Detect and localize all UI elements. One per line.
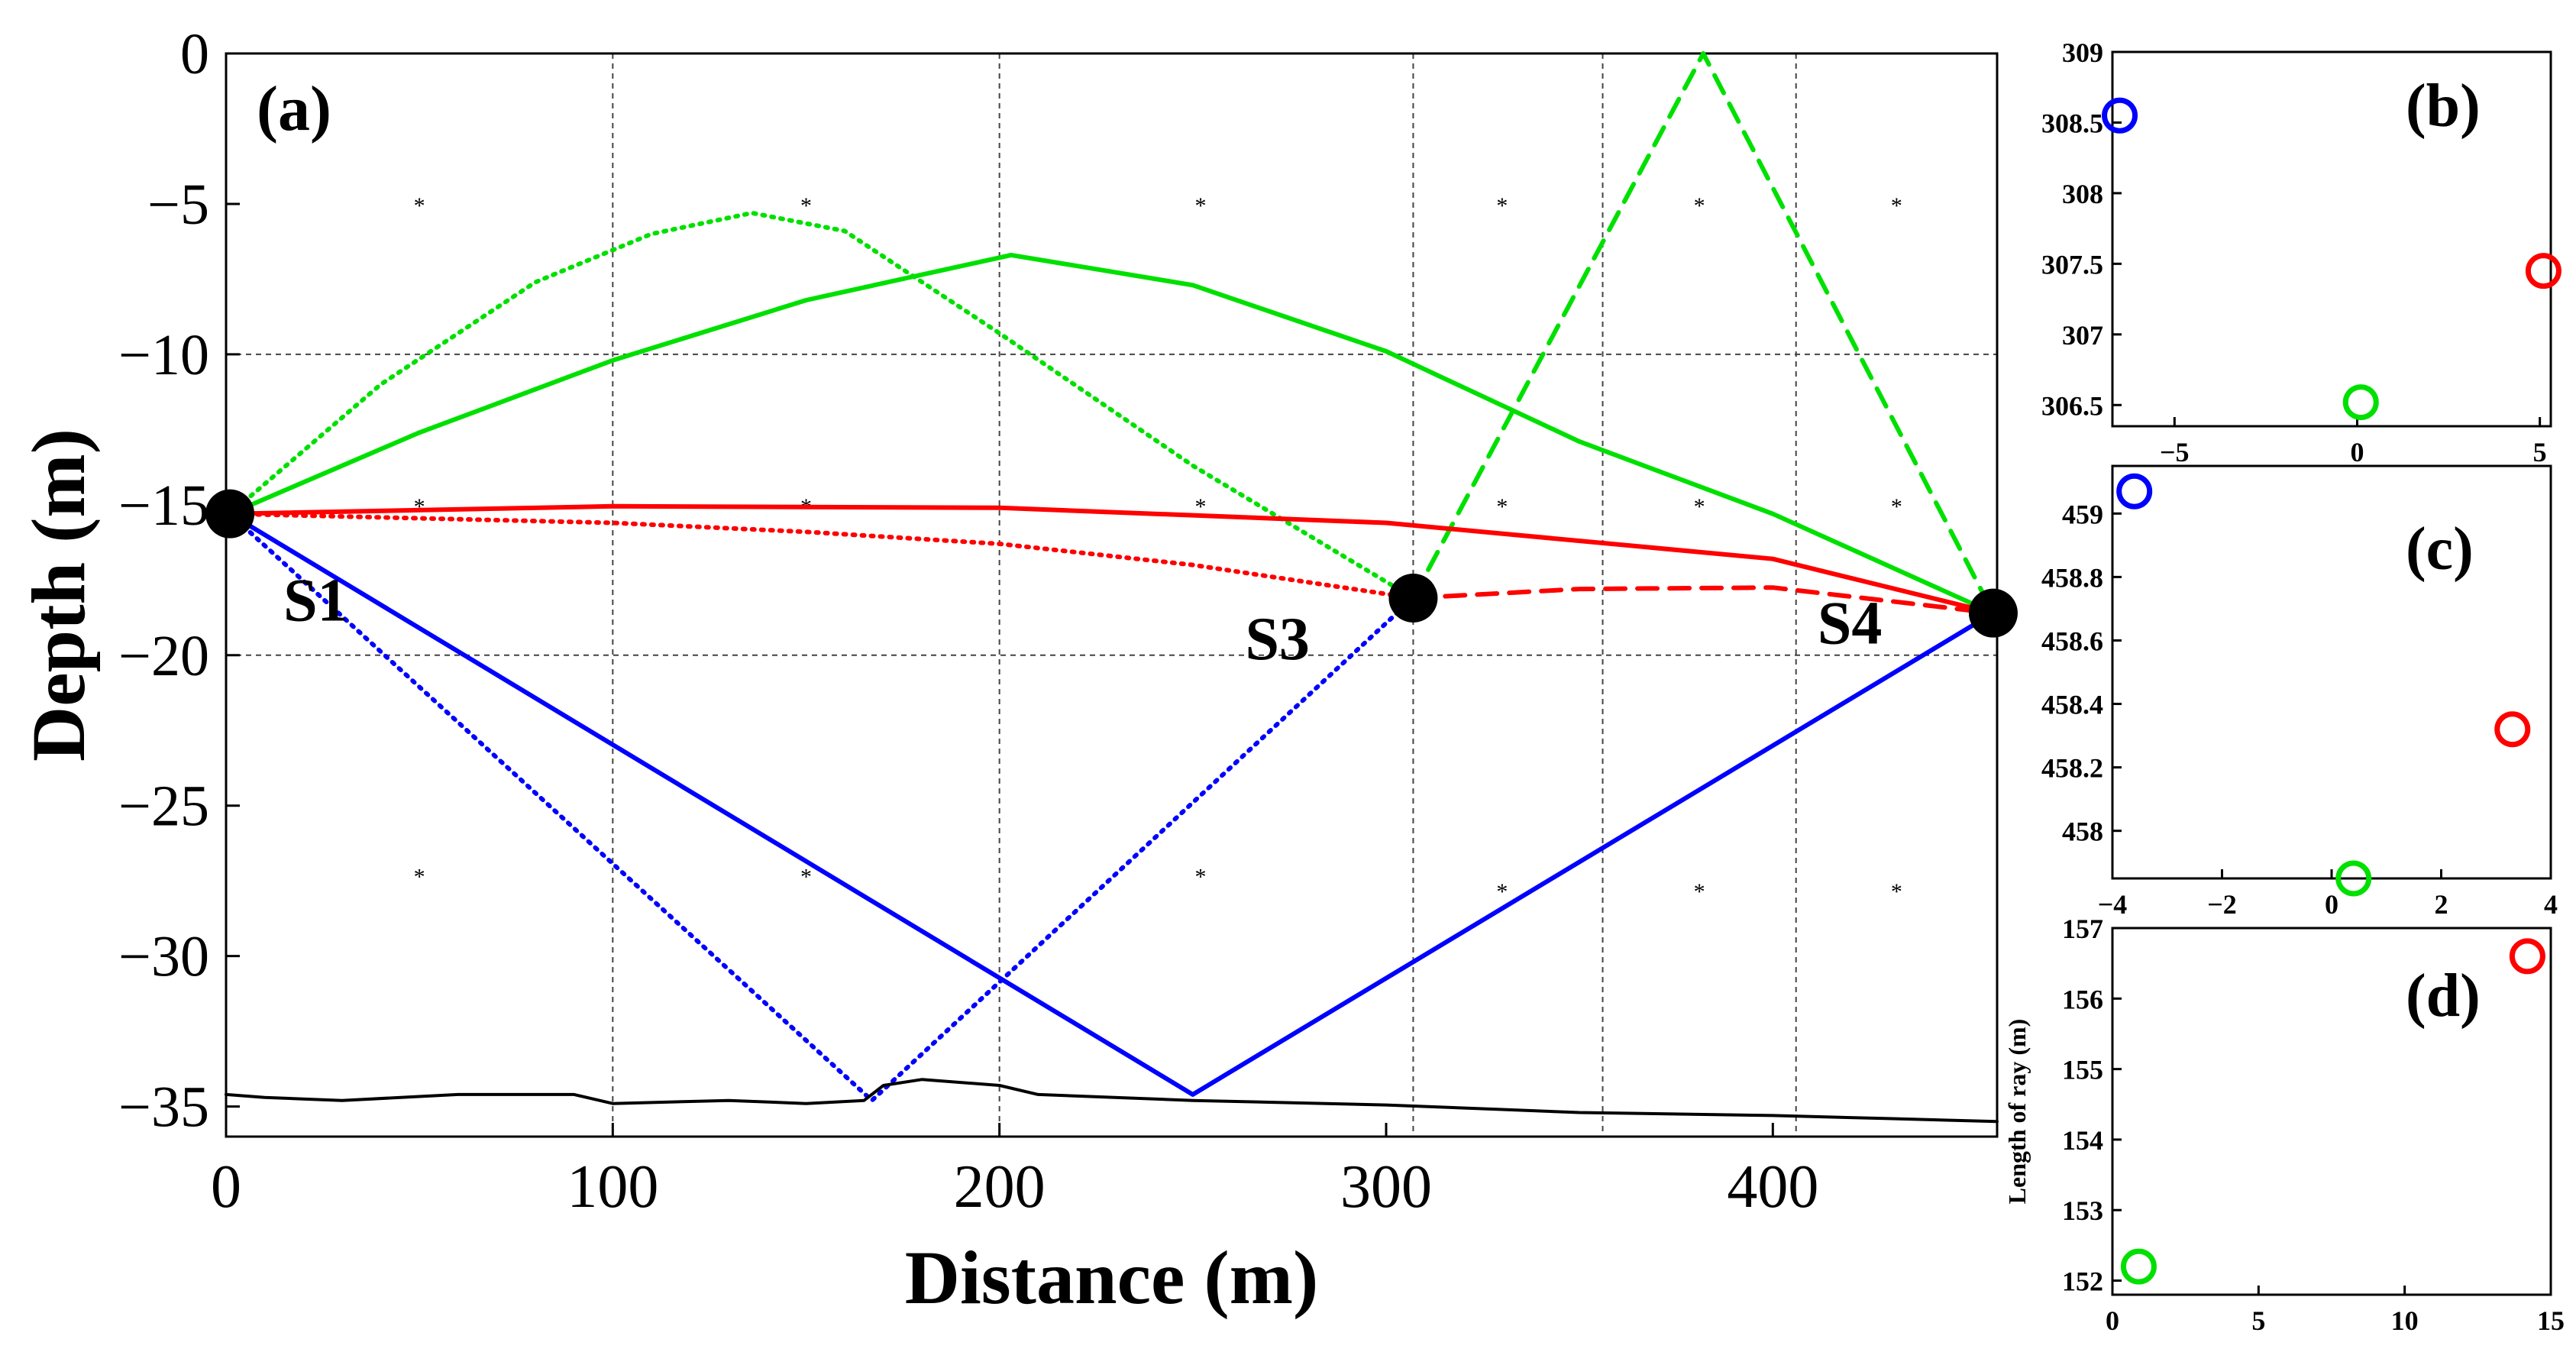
scatter-point-blue bbox=[2116, 473, 2153, 509]
y-tick-label: 306.5 bbox=[2041, 390, 2103, 421]
station-label: S1 bbox=[283, 568, 348, 635]
x-tick-label: 0 bbox=[2325, 889, 2338, 920]
y-tick-label: −30 bbox=[118, 925, 209, 989]
y-tick-label: −35 bbox=[118, 1075, 209, 1140]
panel-b: −5 0 5 306.5 307 307.5 308 308.5 309 (b) bbox=[2041, 37, 2561, 467]
y-tick-label: 154 bbox=[2062, 1125, 2103, 1156]
y-tick-label: 459 bbox=[2062, 499, 2103, 529]
y-tick-label: 152 bbox=[2062, 1266, 2103, 1297]
x-tick-label: 400 bbox=[1727, 1153, 1818, 1221]
panel-label: (b) bbox=[2406, 73, 2481, 140]
grid-marker: * bbox=[414, 193, 425, 218]
y-tick-label: 0 bbox=[180, 22, 209, 86]
y-tick-label: 308.5 bbox=[2041, 108, 2103, 138]
grid-marker: * bbox=[1694, 879, 1705, 904]
x-tick-label: 4 bbox=[2544, 889, 2558, 920]
panel-a: 0 100 200 300 400 0 −5 −10 −15 −20 −25 −30 −35 Distan… bbox=[16, 22, 2018, 1320]
ray-blue-solid bbox=[228, 511, 1996, 1097]
panel-label: (a) bbox=[257, 73, 331, 144]
grid-marker: * bbox=[1891, 879, 1902, 904]
ray-red-dotted bbox=[228, 511, 1416, 600]
ray-blue-dotted bbox=[228, 511, 1416, 1103]
bathymetry-line bbox=[225, 1078, 1999, 1124]
y-tick-label: −15 bbox=[118, 474, 209, 538]
panel-d: 0 5 10 15 152 153 154 155 156 157 (d) Length of ray… bbox=[2003, 914, 2565, 1336]
x-tick-label: 0 bbox=[211, 1153, 241, 1221]
grid-marker: * bbox=[1694, 193, 1705, 218]
axes-box bbox=[2111, 464, 2552, 880]
y-axis-label: Depth (m) bbox=[16, 429, 101, 762]
scatter-point-red bbox=[2509, 938, 2545, 975]
y-tick-label: −10 bbox=[118, 323, 209, 387]
y-tick-label: 458.2 bbox=[2041, 753, 2103, 784]
x-tick-label: 5 bbox=[2533, 437, 2547, 467]
y-tick-label: 307 bbox=[2062, 320, 2103, 351]
y-tick-label: 458 bbox=[2062, 817, 2103, 847]
x-tick-label: 0 bbox=[2106, 1305, 2119, 1336]
x-tick-label: 200 bbox=[954, 1153, 1046, 1221]
y-tick-label: 155 bbox=[2062, 1055, 2103, 1085]
y-axis-label: Length of ray (m) bbox=[2003, 1019, 2031, 1205]
y-tick-label: 156 bbox=[2062, 984, 2103, 1014]
scatter-point-red bbox=[2525, 253, 2561, 289]
x-tick-label: −5 bbox=[2160, 437, 2190, 467]
grid-marker: * bbox=[414, 864, 425, 889]
x-tick-label: 2 bbox=[2435, 889, 2448, 920]
x-tick-label: 300 bbox=[1340, 1153, 1432, 1221]
station-marker bbox=[1968, 588, 2018, 638]
y-tick-label: 307.5 bbox=[2041, 249, 2103, 280]
ray-green-dotted bbox=[228, 210, 1416, 600]
y-tick-label: 458.8 bbox=[2041, 562, 2103, 593]
station-marker bbox=[205, 489, 255, 539]
x-tick-label: −4 bbox=[2098, 889, 2128, 920]
grid-marker: * bbox=[1891, 494, 1902, 519]
y-tick-label: −20 bbox=[118, 624, 209, 688]
y-tick-label: 308 bbox=[2062, 179, 2103, 209]
grid-marker: * bbox=[1194, 193, 1206, 218]
y-tick-label: −25 bbox=[118, 775, 209, 839]
grid-marker: * bbox=[1496, 193, 1508, 218]
ray-green-dashed bbox=[1411, 51, 1996, 616]
grid-marker: * bbox=[1496, 879, 1508, 904]
y-tick-label: −5 bbox=[147, 173, 209, 237]
ray-green-solid bbox=[228, 252, 1996, 616]
x-tick-label: 15 bbox=[2537, 1305, 2565, 1336]
x-tick-label: 0 bbox=[2350, 437, 2364, 467]
axes-box bbox=[2111, 927, 2552, 1296]
y-tick-label: 157 bbox=[2062, 914, 2103, 944]
panel-c: −4 −2 0 2 4 458 458.2 458.4 458.6 458.8 459 (c) bbox=[2041, 464, 2558, 920]
station-marker bbox=[1388, 573, 1438, 623]
panel-label: (c) bbox=[2406, 516, 2474, 583]
x-axis-label: Distance (m) bbox=[905, 1235, 1319, 1320]
x-tick-label: −2 bbox=[2207, 889, 2237, 920]
y-tick-label: 153 bbox=[2062, 1195, 2103, 1226]
axes-box bbox=[2111, 50, 2552, 428]
grid-marker: * bbox=[1194, 864, 1206, 889]
grid-marker: * bbox=[1694, 494, 1705, 519]
grid-marker: * bbox=[1891, 193, 1902, 218]
grid-marker: * bbox=[1194, 494, 1206, 519]
scatter-point-blue bbox=[2102, 97, 2138, 134]
x-tick-label: 100 bbox=[567, 1153, 658, 1221]
x-tick-label: 10 bbox=[2391, 1305, 2419, 1336]
station-label: S3 bbox=[1245, 606, 1310, 673]
scatter-point-green bbox=[2335, 860, 2372, 897]
y-tick-label: 309 bbox=[2062, 37, 2103, 68]
scatter-point-red bbox=[2494, 711, 2531, 748]
ray-red-solid bbox=[228, 503, 1996, 616]
grid-marker: * bbox=[1496, 494, 1508, 519]
ray-red-dashed bbox=[1411, 585, 1996, 616]
x-tick-label: 5 bbox=[2251, 1305, 2265, 1336]
grid-marker: * bbox=[800, 864, 812, 889]
grid-marker: * bbox=[800, 193, 812, 218]
y-tick-label: 458.4 bbox=[2041, 690, 2103, 720]
axes-box bbox=[225, 52, 1999, 1138]
scatter-point-green bbox=[2120, 1248, 2157, 1285]
station-label: S4 bbox=[1818, 590, 1883, 658]
scatter-point-green bbox=[2342, 384, 2379, 421]
y-tick-label: 458.6 bbox=[2041, 626, 2103, 656]
panel-label: (d) bbox=[2406, 962, 2481, 1030]
grid-marker: * bbox=[414, 494, 425, 519]
